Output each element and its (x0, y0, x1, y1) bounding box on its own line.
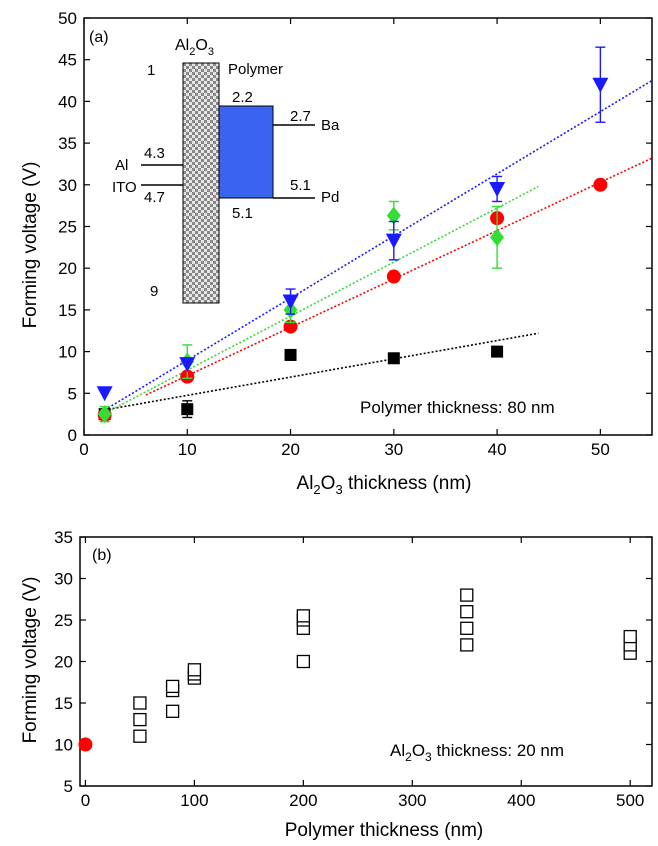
data-point-open-square (133, 696, 147, 710)
data-point-triangle-down (282, 294, 299, 310)
panel-b-y-tick-label: 5 (64, 777, 73, 796)
data-point-triangle-down (96, 386, 113, 402)
data-point-circle (386, 269, 401, 284)
panel-a-plot-frame (83, 17, 653, 436)
panel-a-fit-lines (104, 79, 653, 415)
data-point-triangle-down (385, 233, 402, 249)
panel-a-y-tick-label: 15 (58, 301, 77, 320)
data-point-triangle-down (179, 357, 196, 373)
panel-b-y-tick-label: 35 (54, 528, 73, 547)
panel-b-x-axis-title: Polymer thickness (nm) (285, 820, 484, 841)
ba-workfunction-label: 2.7 (290, 108, 311, 125)
panel-a-y-tick-label: 30 (58, 176, 77, 195)
polymer-lumo-label: 2.2 (232, 89, 253, 106)
panel-b-y-tick-label: 25 (54, 611, 73, 630)
panel-a-y-tick-label: 50 (58, 9, 77, 28)
data-point-diamond (97, 405, 112, 424)
panel-b-x-tick-label: 300 (398, 791, 426, 810)
data-point-open-square (623, 629, 637, 644)
panel-a-x-tick-label: 40 (488, 440, 507, 459)
band-diagram-inset: Al2O3 Polymer 1 2.2 2.7 4.3 4.7 5.1 5.1 … (112, 37, 340, 304)
panel-b-y-axis-title: Forming voltage (V) (20, 577, 41, 744)
ito-workfunction-label: 4.7 (144, 189, 165, 206)
fit-line-diamond (104, 185, 539, 415)
panel-a-y-tick-label: 5 (68, 384, 77, 403)
data-point-open-square (165, 679, 180, 694)
al-workfunction-label: 4.3 (144, 145, 165, 162)
data-point-triangle-down (592, 77, 609, 93)
data-point-diamond (490, 228, 505, 247)
panel-a-axes: 0 10 20 30 40 50 0 5 10 15 20 25 30 35 40 45 50 (58, 9, 653, 459)
data-point-open-square (460, 605, 474, 619)
ba-electrode-label: Ba (321, 117, 340, 134)
oxide-label: Al2O3 (175, 37, 214, 58)
panel-b-label: (b) (92, 547, 112, 564)
panel-a-x-tick-label: 30 (384, 440, 403, 459)
panel-a-y-axis-title: Forming voltage (V) (20, 162, 41, 329)
pd-electrode-label: Pd (321, 189, 339, 206)
data-point-triangle-down (489, 181, 506, 197)
panel-a-x-tick-label: 50 (591, 440, 610, 459)
oxide-cb-level-label: 1 (147, 62, 155, 79)
panel-a-y-tick-label: 0 (68, 426, 77, 445)
data-point-square (284, 348, 297, 361)
data-point-open-square (296, 654, 311, 669)
panel-a-y-tick-label: 25 (58, 218, 77, 237)
fit-line-triangle-down (104, 79, 653, 411)
fit-line-square (104, 332, 539, 411)
panel-a-y-tick-label: 20 (58, 259, 77, 278)
panel-a-x-axis-title: Al2O3 thickness (nm) (297, 473, 472, 497)
al-electrode-label: Al (115, 157, 128, 174)
panel-b-annotation: Al2O3 thickness: 20 nm (390, 741, 564, 764)
data-point-circle (78, 737, 93, 752)
panel-b-y-tick-label: 30 (54, 570, 73, 589)
panel-b-x-tick-label: 400 (507, 791, 535, 810)
ito-electrode-label: ITO (112, 179, 137, 196)
data-point-open-square (165, 704, 180, 718)
panel-a-label: (a) (89, 29, 109, 46)
panel-a-annotation: Polymer thickness: 80 nm (360, 398, 555, 417)
data-point-diamond (386, 206, 401, 225)
data-point-open-square (187, 663, 202, 677)
data-point-square (181, 403, 194, 416)
data-point-open-square (460, 638, 474, 652)
polymer-homo-label: 5.1 (232, 205, 253, 222)
panel-b-x-tick-label: 100 (180, 791, 208, 810)
panel-b-y-tick-label: 15 (54, 694, 73, 713)
panel-b-axes: 0 100 200 300 400 500 5 10 15 20 25 30 35 (54, 528, 653, 810)
data-point-open-square (460, 621, 474, 635)
panel-a: 0 10 20 30 40 50 0 5 10 15 20 25 30 35 40 45 50 Al2O3 Po… (20, 9, 653, 497)
panel-b-data-points (78, 588, 637, 752)
panel-a-y-tick-label: 35 (58, 134, 77, 153)
panel-a-data-points (96, 46, 609, 424)
data-point-open-square (460, 588, 474, 602)
panel-a-y-tick-label: 45 (58, 51, 77, 70)
pd-workfunction-label: 5.1 (290, 177, 311, 194)
panel-a-x-tick-label: 0 (79, 440, 88, 459)
panel-a-y-tick-label: 40 (58, 92, 77, 111)
panel-b-plot-frame (79, 536, 653, 787)
panel-b: 0 100 200 300 400 500 5 10 15 20 25 30 35 (b) Al2O3 … (20, 528, 653, 841)
panel-b-x-tick-label: 0 (81, 791, 90, 810)
oxide-barrier (182, 62, 220, 304)
polymer-band (218, 105, 274, 199)
polymer-label: Polymer (228, 61, 283, 78)
panel-b-y-tick-label: 20 (54, 653, 73, 672)
fit-line-circle (145, 157, 653, 396)
oxide-vb-level-label: 9 (150, 283, 158, 300)
data-point-open-square (133, 729, 147, 743)
panel-a-y-tick-label: 10 (58, 343, 77, 362)
panel-a-x-tick-label: 20 (281, 440, 300, 459)
panel-b-y-tick-label: 10 (54, 736, 73, 755)
data-point-square (387, 352, 400, 365)
data-point-open-square (296, 609, 311, 623)
data-point-square (491, 345, 504, 358)
panel-b-x-tick-label: 500 (616, 791, 644, 810)
panel-b-x-tick-label: 200 (289, 791, 317, 810)
data-point-open-square (133, 712, 147, 727)
panel-a-x-tick-label: 10 (178, 440, 197, 459)
data-point-circle (593, 177, 608, 192)
